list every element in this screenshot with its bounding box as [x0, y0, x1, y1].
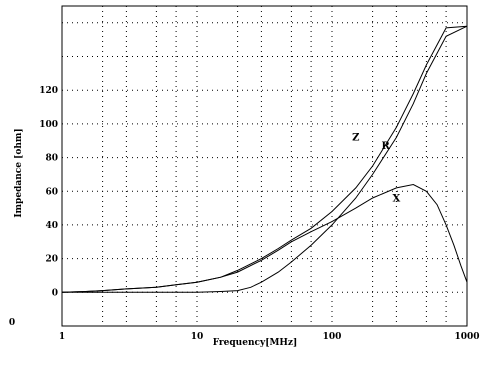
series-label-z: Z [352, 133, 359, 144]
y-tick-label: 120 [39, 86, 58, 96]
x-tick-labels: 1 10 100 1000 [59, 332, 480, 342]
series-line-z [61, 25, 468, 293]
x-tick-label: 1000 [454, 332, 479, 342]
x-tick-label: 10 [191, 332, 204, 342]
curve-layer: Z R X [61, 25, 468, 293]
y-axis-title: Impedance [ohm] [14, 128, 24, 217]
series-line-x [61, 183, 468, 293]
grid-layer [62, 6, 467, 327]
y-tick-labels: 0 20 40 60 80 100 120 [39, 86, 58, 298]
y-tick-label: 100 [39, 120, 58, 130]
y-tick-label: 60 [45, 187, 58, 197]
y-tick-label: 20 [45, 255, 58, 265]
series-line-r [62, 25, 468, 293]
y-tick-label: 40 [45, 221, 58, 231]
plot-frame [61, 5, 468, 327]
stray-zero-label: 0 [9, 318, 15, 328]
series-label-r: R [382, 141, 391, 152]
x-tick-label: 1 [59, 332, 65, 342]
x-axis-title: Frequency[MHz] [213, 338, 298, 348]
y-tick-label: 0 [52, 288, 58, 298]
x-tick-label: 100 [323, 332, 342, 342]
y-tick-label: 80 [45, 154, 58, 164]
series-label-x: X [393, 193, 401, 204]
